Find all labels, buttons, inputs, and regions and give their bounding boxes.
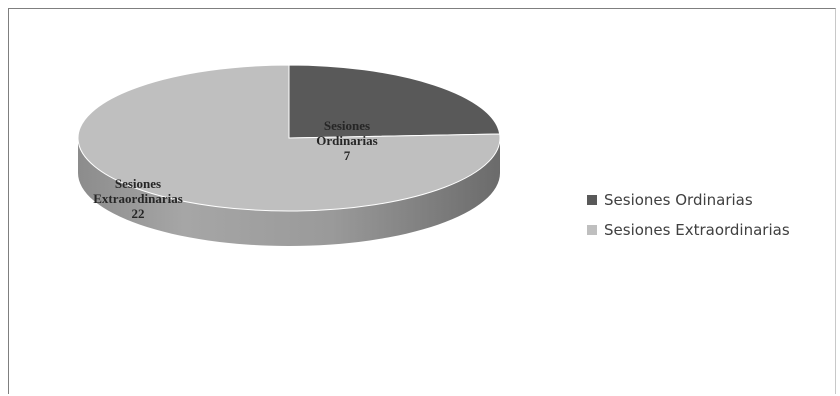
chart-frame: Sesiones Ordinarias 7 Sesiones Extraordinari…: [8, 8, 836, 394]
legend-swatch-ordinarias: [587, 195, 597, 205]
pie-slice-ordinarias: [289, 65, 500, 138]
legend-swatch-extraordinarias: [587, 225, 597, 235]
legend-label-extraordinarias: Sesiones Extraordinarias: [604, 221, 790, 239]
legend-item-extraordinarias: Sesiones Extraordinarias: [587, 215, 790, 245]
legend-label-ordinarias: Sesiones Ordinarias: [604, 191, 753, 209]
legend-item-ordinarias: Sesiones Ordinarias: [587, 185, 790, 215]
legend: Sesiones Ordinarias Sesiones Extraordina…: [587, 185, 790, 245]
